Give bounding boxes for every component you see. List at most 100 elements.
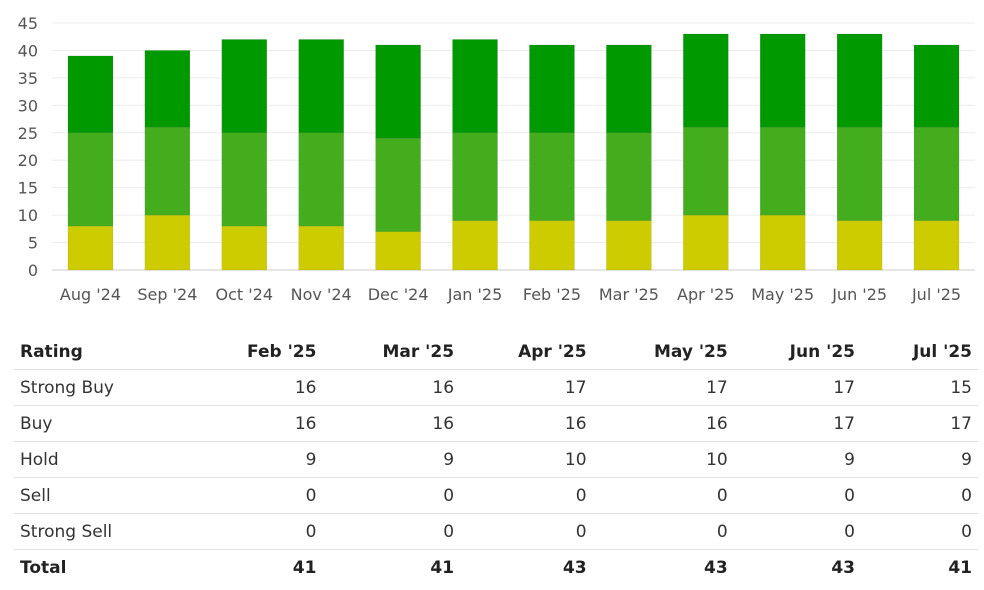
table-cell: 0 — [733, 477, 861, 514]
table-cell: 17 — [733, 369, 861, 406]
header-feb-25: Feb '25 — [188, 334, 323, 370]
bar-segment — [144, 127, 191, 216]
table-row: Hold 9 9 10 10 9 9 — [14, 441, 978, 478]
row-label: Sell — [14, 477, 189, 514]
table-cell: 0 — [860, 513, 978, 550]
table-cell: 10 — [592, 441, 734, 478]
bar-segment — [67, 132, 114, 227]
bar-segment — [221, 132, 268, 227]
bar-segment — [529, 44, 575, 134]
table-row: Strong Buy 16 16 17 17 17 15 — [14, 369, 978, 406]
table-cell: 17 — [860, 405, 978, 442]
table-cell: 0 — [592, 513, 734, 550]
x-tick-label: Mar '25 — [599, 285, 659, 304]
y-tick-label: 45 — [18, 14, 38, 33]
bar-segment — [144, 50, 191, 128]
x-tick-label: May '25 — [751, 285, 814, 304]
bar-segment — [606, 132, 652, 221]
table-cell: 16 — [592, 405, 734, 442]
table-row: Buy 16 16 16 16 17 17 — [14, 405, 978, 442]
total-cell: 41 — [292, 557, 317, 578]
bar-segment — [67, 55, 114, 134]
total-cell: 41 — [948, 557, 972, 578]
x-tick-label: Jun '25 — [831, 285, 887, 304]
row-label: Hold — [14, 441, 189, 478]
bar-segment — [144, 214, 191, 271]
table-cell: 0 — [860, 477, 978, 514]
table-cell: 16 — [188, 405, 323, 442]
bar-segment — [452, 39, 498, 134]
bar-segment — [529, 220, 575, 271]
total-label: Total — [20, 557, 67, 578]
total-cell: 41 — [430, 557, 455, 578]
y-tick-label: 30 — [18, 96, 38, 115]
bar-segment — [913, 44, 960, 128]
y-tick-label: 5 — [28, 234, 38, 253]
table-cell: 15 — [860, 369, 978, 406]
ratings-table: Rating Feb '25 Mar '25 Apr '25 May '25 J… — [14, 334, 978, 585]
bar-segment — [759, 33, 806, 128]
bar-segment — [298, 225, 344, 271]
x-tick-label: Jan '25 — [447, 285, 503, 304]
header-jul-25: Jul '25 — [860, 334, 978, 370]
bar-segment — [606, 44, 652, 134]
x-tick-label: Nov '24 — [291, 285, 352, 304]
bar-segment — [759, 127, 806, 216]
table-cell: 0 — [460, 477, 593, 514]
y-tick-label: 15 — [18, 179, 38, 198]
x-tick-label: Apr '25 — [677, 285, 735, 304]
y-tick-label: 20 — [18, 151, 38, 170]
bar-segment — [452, 220, 498, 271]
table-cell: 0 — [733, 513, 861, 550]
table-row: Sell 0 0 0 0 0 0 — [14, 477, 978, 514]
bar-segment — [683, 214, 729, 271]
table-cell: 0 — [188, 477, 323, 514]
table-cell: 16 — [460, 405, 593, 442]
row-label: Strong Sell — [14, 513, 189, 550]
y-tick-label: 0 — [28, 261, 38, 280]
table-cell: 0 — [460, 513, 593, 550]
header-may-25: May '25 — [592, 334, 734, 370]
bar-segment — [683, 127, 729, 216]
table-cell: 16 — [188, 369, 323, 406]
bar-segment — [221, 225, 268, 271]
table-row: Strong Sell 0 0 0 0 0 0 — [14, 513, 978, 550]
total-cell: 43 — [704, 557, 728, 578]
bar-segment — [529, 132, 575, 221]
x-tick-label: Aug '24 — [60, 285, 121, 304]
table-cell: 9 — [322, 441, 461, 478]
bar-segment — [221, 39, 268, 134]
bar-segment — [836, 220, 883, 271]
row-label: Buy — [14, 405, 189, 442]
analyst-ratings-chart: 0 5 10 15 20 25 30 35 40 45 Aug '24 Sep '24 Oct '24 N… — [18, 14, 975, 304]
bar-segment — [375, 231, 421, 271]
row-label: Strong Buy — [14, 369, 189, 406]
y-tick-label: 40 — [18, 41, 38, 60]
y-tick-label: 35 — [18, 69, 38, 88]
header-rating: Rating — [14, 334, 189, 370]
table-cell: 0 — [592, 477, 734, 514]
bar-segment — [836, 33, 883, 128]
total-cell: 43 — [562, 557, 587, 578]
y-tick-label: 25 — [18, 124, 38, 143]
header-jun-25: Jun '25 — [733, 334, 861, 370]
table-cell: 10 — [460, 441, 593, 478]
table-header-row: Rating Feb '25 Mar '25 Apr '25 May '25 J… — [14, 334, 978, 370]
header-mar-25: Mar '25 — [322, 334, 461, 370]
bar-segment — [913, 220, 960, 271]
table-cell: 0 — [188, 513, 323, 550]
bar-segment — [836, 127, 883, 221]
bar-segment — [683, 33, 729, 128]
bar-segment — [375, 138, 421, 232]
x-tick-label: Jul '25 — [911, 285, 961, 304]
table-cell: 9 — [860, 441, 978, 478]
bar-segment — [298, 39, 344, 134]
y-tick-label: 10 — [18, 206, 38, 225]
bar-segment — [375, 44, 421, 139]
x-tick-label: Sep '24 — [137, 285, 197, 304]
table-cell: 17 — [592, 369, 734, 406]
bar-segment — [452, 132, 498, 221]
table-total-row: Total 41 41 43 43 43 41 — [14, 550, 978, 586]
table-cell: 17 — [733, 405, 861, 442]
table-cell: 9 — [733, 441, 861, 478]
